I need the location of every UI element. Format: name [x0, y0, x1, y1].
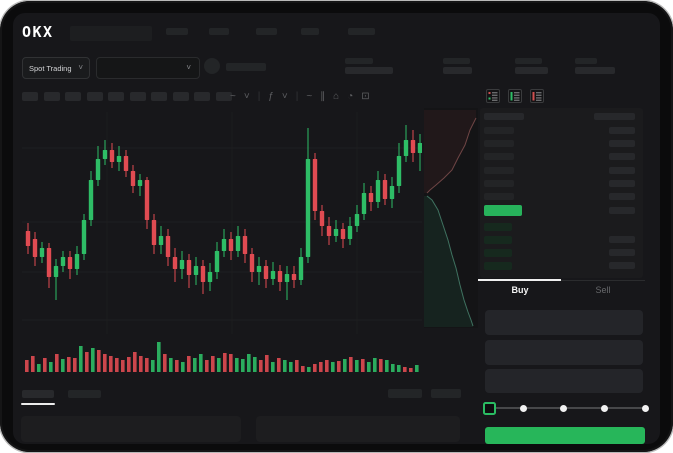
- amount-slider-track[interactable]: [489, 407, 645, 409]
- timeframe-button-placeholder[interactable]: [86, 92, 103, 101]
- last-price-badge[interactable]: [484, 205, 522, 216]
- total-input[interactable]: [485, 369, 643, 393]
- timeframe-button-placeholder[interactable]: [22, 92, 38, 101]
- ask-amount-placeholder[interactable]: [609, 127, 635, 134]
- ask-price-placeholder[interactable]: [484, 127, 514, 134]
- candlestick-chart: [22, 112, 422, 334]
- bid-amount-placeholder[interactable]: [609, 249, 635, 256]
- pair-title-placeholder: [70, 26, 152, 41]
- pair-selector-dropdown[interactable]: ˅: [96, 57, 200, 79]
- line-type-icon[interactable]: ~: [230, 91, 236, 102]
- ask-price-placeholder[interactable]: [484, 167, 514, 174]
- stat-label-placeholder: [345, 58, 373, 64]
- slider-stop-dot[interactable]: [559, 405, 567, 412]
- toolbar-divider: |: [257, 91, 261, 102]
- timeframe-button-placeholder[interactable]: [43, 92, 60, 101]
- nav-item-placeholder[interactable]: [348, 28, 375, 35]
- bid-amount-placeholder[interactable]: [609, 262, 635, 269]
- stat-label-placeholder: [575, 58, 597, 64]
- overlay-icon[interactable]: ~: [306, 91, 313, 102]
- stat-value-placeholder: [345, 67, 393, 74]
- bid-amount-placeholder[interactable]: [609, 236, 635, 243]
- stat-label-placeholder: [515, 58, 542, 64]
- ask-price-placeholder[interactable]: [484, 193, 514, 200]
- stat-value-placeholder: [515, 67, 548, 74]
- timeframe-button-placeholder[interactable]: [129, 92, 146, 101]
- bottom-tab-placeholder[interactable]: [68, 390, 101, 398]
- orders-panel-placeholder: [21, 416, 241, 442]
- nav-item-placeholder[interactable]: [256, 28, 277, 35]
- chart-settings-icon[interactable]: ◔: [347, 91, 354, 102]
- stat-label-placeholder: [443, 58, 470, 64]
- tab-buy[interactable]: Buy: [511, 285, 529, 295]
- history-panel-placeholder: [256, 416, 460, 442]
- fullscreen-icon[interactable]: ⊡: [361, 91, 370, 102]
- timeframe-button-placeholder[interactable]: [172, 92, 189, 101]
- ask-amount-placeholder[interactable]: [609, 193, 635, 200]
- bid-price-placeholder[interactable]: [484, 262, 512, 270]
- tab-sell[interactable]: Sell: [595, 285, 611, 295]
- book-combined-icon[interactable]: [486, 89, 500, 103]
- chevron-down-icon: ˅: [78, 63, 83, 72]
- price-input[interactable]: [485, 310, 643, 335]
- indicators-chevron-icon[interactable]: ˅: [281, 91, 288, 102]
- indicators-icon[interactable]: ƒ: [268, 91, 274, 102]
- pair-name-placeholder: [226, 63, 266, 71]
- timeframe-button-placeholder[interactable]: [108, 92, 124, 101]
- tab-divider: [561, 280, 645, 281]
- buy-tab-indicator: [478, 279, 561, 281]
- amount-input[interactable]: [485, 340, 643, 365]
- ask-price-placeholder[interactable]: [484, 153, 514, 160]
- market-type-label: Spot Trading: [29, 63, 72, 73]
- bid-price-placeholder[interactable]: [484, 223, 512, 231]
- nav-item-placeholder[interactable]: [166, 28, 188, 35]
- stat-value-placeholder: [575, 67, 615, 74]
- bottom-tab-active-placeholder[interactable]: [22, 390, 54, 398]
- nav-item-placeholder[interactable]: [301, 28, 319, 35]
- ask-price-placeholder[interactable]: [484, 180, 514, 187]
- snapshot-icon[interactable]: ⌂: [333, 91, 340, 102]
- slider-stop-dot[interactable]: [641, 405, 649, 412]
- ask-amount-placeholder[interactable]: [609, 167, 635, 174]
- depth-chart: [424, 108, 478, 328]
- coin-icon: [204, 58, 220, 74]
- book-bids-icon[interactable]: [508, 89, 522, 103]
- orderbook-header-placeholder: [484, 113, 524, 120]
- orderbook-amount-placeholder: [609, 207, 635, 214]
- slider-stop-dot[interactable]: [600, 405, 608, 412]
- bottom-action-placeholder[interactable]: [388, 389, 422, 398]
- line-type-chevron-icon[interactable]: ˅: [243, 91, 250, 102]
- slider-handle[interactable]: [482, 402, 496, 415]
- bid-price-placeholder[interactable]: [484, 236, 512, 244]
- toolbar-divider: |: [295, 91, 299, 102]
- market-type-dropdown[interactable]: Spot Trading ˅: [22, 57, 90, 79]
- draw-tools-icon[interactable]: ∥: [320, 91, 326, 102]
- nav-item-placeholder[interactable]: [209, 28, 229, 35]
- ask-amount-placeholder[interactable]: [609, 153, 635, 160]
- timeframe-button-placeholder[interactable]: [65, 92, 81, 101]
- stat-value-placeholder: [443, 67, 472, 74]
- buy-submit-button[interactable]: [485, 427, 645, 444]
- chevron-down-icon: ˅: [186, 63, 191, 72]
- book-asks-icon[interactable]: [530, 89, 544, 103]
- bid-price-placeholder[interactable]: [484, 249, 512, 257]
- ask-price-placeholder[interactable]: [484, 140, 514, 147]
- slider-stop-dot[interactable]: [519, 405, 527, 412]
- timeframe-button-placeholder[interactable]: [194, 92, 210, 101]
- volume-chart: [25, 342, 419, 372]
- timeframe-button-placeholder[interactable]: [151, 92, 167, 101]
- chart-toolbar: ~ ˅ | ƒ ˅ | ~ ∥ ⌂ ◔ ⊡: [230, 90, 370, 103]
- bottom-action-placeholder[interactable]: [431, 389, 461, 398]
- ask-amount-placeholder[interactable]: [609, 140, 635, 147]
- ask-amount-placeholder[interactable]: [609, 180, 635, 187]
- bottom-tab-underline: [21, 403, 55, 405]
- timeframe-button-placeholder[interactable]: [215, 92, 232, 101]
- okx-logo: OKX: [22, 23, 54, 41]
- orderbook-header-placeholder: [594, 113, 635, 120]
